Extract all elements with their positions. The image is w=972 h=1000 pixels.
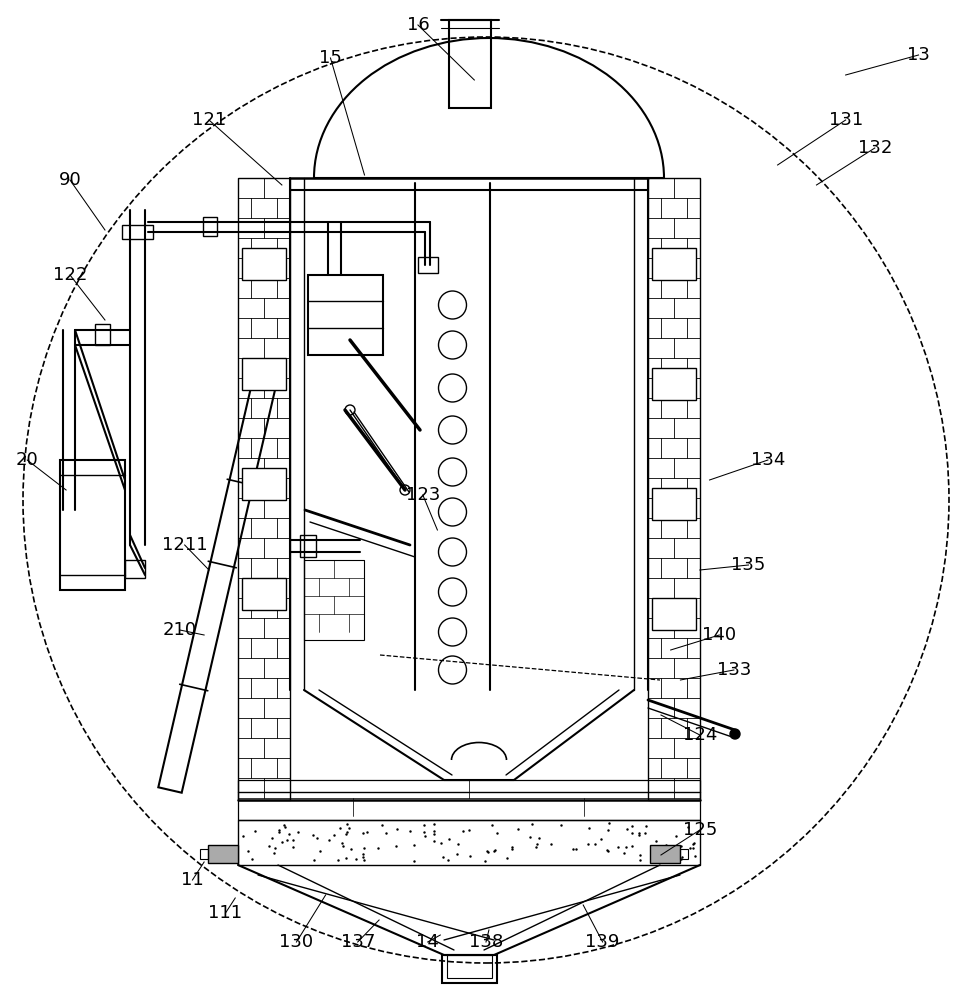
Bar xyxy=(60,460,125,590)
Bar xyxy=(238,820,700,865)
Bar xyxy=(650,845,680,863)
Text: 13: 13 xyxy=(907,46,930,64)
Bar xyxy=(125,560,145,578)
Circle shape xyxy=(730,729,740,739)
Text: 130: 130 xyxy=(279,933,314,951)
Bar xyxy=(449,20,491,108)
Bar xyxy=(652,598,696,630)
Text: 125: 125 xyxy=(682,821,717,839)
Text: 124: 124 xyxy=(682,726,717,744)
Text: 14: 14 xyxy=(416,933,439,951)
Text: 139: 139 xyxy=(585,933,620,951)
Bar xyxy=(652,488,696,520)
Bar xyxy=(238,780,700,820)
Text: 138: 138 xyxy=(469,933,503,951)
Text: 121: 121 xyxy=(191,111,226,129)
Bar xyxy=(122,225,153,239)
Text: 20: 20 xyxy=(16,451,39,469)
Bar xyxy=(652,248,696,280)
Text: 140: 140 xyxy=(702,626,737,644)
Bar xyxy=(442,955,497,983)
Bar xyxy=(95,324,110,345)
Text: 123: 123 xyxy=(405,486,440,504)
Bar xyxy=(238,178,290,800)
Text: 134: 134 xyxy=(750,451,785,469)
Text: 11: 11 xyxy=(181,871,204,889)
Text: 90: 90 xyxy=(58,171,82,189)
Bar xyxy=(242,358,286,390)
Bar xyxy=(300,535,316,557)
Bar xyxy=(200,849,208,859)
Bar xyxy=(652,368,696,400)
Text: 16: 16 xyxy=(406,16,430,34)
Text: 133: 133 xyxy=(716,661,751,679)
Bar xyxy=(203,217,217,236)
Bar xyxy=(208,845,238,863)
Text: 1211: 1211 xyxy=(162,536,207,554)
Text: 131: 131 xyxy=(828,111,863,129)
Text: 15: 15 xyxy=(319,49,342,67)
Bar xyxy=(242,468,286,500)
Bar xyxy=(418,257,438,273)
Text: 111: 111 xyxy=(208,904,243,922)
Bar xyxy=(242,578,286,610)
Text: 210: 210 xyxy=(162,621,197,639)
Bar xyxy=(648,178,700,800)
Bar xyxy=(304,560,364,640)
Bar xyxy=(680,849,688,859)
Text: 122: 122 xyxy=(52,266,87,284)
Bar xyxy=(242,248,286,280)
Text: 135: 135 xyxy=(731,556,766,574)
Bar xyxy=(447,955,492,978)
Bar xyxy=(308,275,383,355)
Text: 132: 132 xyxy=(857,139,892,157)
Text: 137: 137 xyxy=(340,933,375,951)
